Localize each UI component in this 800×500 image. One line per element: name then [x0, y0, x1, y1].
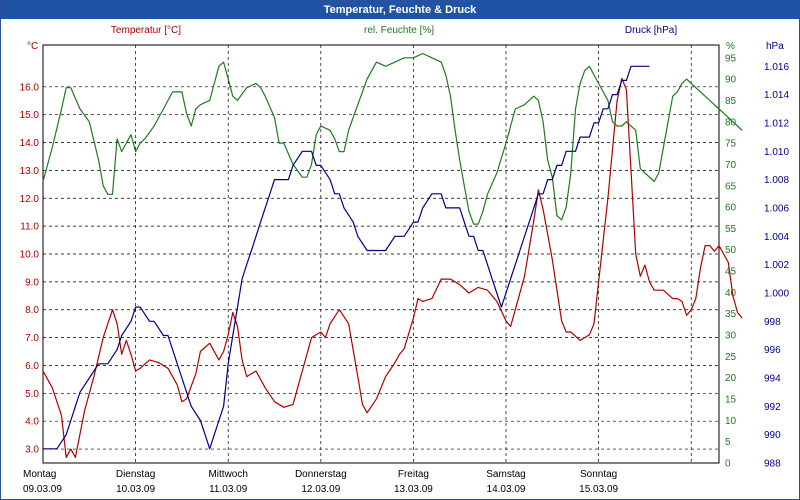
tick-label-pressure: 1.002 [764, 260, 789, 271]
tick-label-humidity: 80 [725, 117, 737, 128]
series-line-humidity [42, 52, 743, 225]
tick-label-humidity: 10 [725, 416, 737, 427]
tick-label-humidity: 35 [725, 309, 737, 320]
series-layer [42, 52, 743, 458]
tick-label-temperature: 4.0 [25, 417, 39, 428]
series-line-temperature [42, 77, 743, 458]
tick-label-humidity: 50 [725, 245, 737, 256]
x-label-date: 11.03.09 [209, 484, 248, 495]
tick-label-pressure: 1.014 [764, 90, 789, 101]
tick-label-humidity: 45 [725, 267, 737, 278]
x-label-date: 10.03.09 [116, 484, 155, 495]
tick-label-temperature: 6.0 [25, 361, 39, 372]
tick-label-humidity: 90 [725, 75, 737, 86]
tick-label-temperature: 9.0 [25, 277, 39, 288]
x-label-date: 12.03.09 [301, 484, 340, 495]
tick-label-humidity: 75 [725, 139, 737, 150]
tick-label-pressure: 1.008 [764, 175, 789, 186]
x-label-date: 14.03.09 [487, 484, 526, 495]
x-label-layer: Montag 09.03.09 Dienstag 10.03.09 Mittwoch 11… [23, 469, 619, 495]
tick-label-humidity: 30 [725, 331, 737, 342]
axis-unit-celsius: °C [27, 41, 38, 52]
tick-layer: 3.0 4.0 5.0 6.0 7.0 8.0 9.0 10.0 11.0 12.0 13.0 14.… [20, 53, 790, 469]
x-label-day: Donnerstag [295, 469, 347, 480]
series-line-pressure [43, 65, 650, 450]
tick-label-pressure: 1.006 [764, 203, 789, 214]
tick-label-pressure: 998 [764, 317, 781, 328]
tick-label-temperature: 8.0 [25, 305, 39, 316]
tick-label-pressure: 994 [764, 373, 781, 384]
tick-label-pressure: 996 [764, 345, 781, 356]
tick-label-temperature: 13.0 [20, 166, 40, 177]
x-label-day: Freitag [398, 469, 429, 480]
tick-label-temperature: 14.0 [20, 138, 40, 149]
grid-layer [42, 44, 720, 464]
legend-humidity: rel. Feuchte [%] [364, 25, 434, 36]
tick-label-humidity: 60 [725, 203, 737, 214]
tick-label-pressure: 988 [764, 459, 781, 470]
x-label-date: 15.03.09 [579, 484, 618, 495]
tick-label-humidity: 85 [725, 96, 737, 107]
tick-label-temperature: 7.0 [25, 333, 39, 344]
tick-label-pressure: 1.004 [764, 232, 789, 243]
tick-label-temperature: 16.0 [20, 82, 40, 93]
legend-temperature: Temperatur [°C] [111, 25, 181, 36]
tick-label-pressure: 992 [764, 402, 781, 413]
x-label-day: Mittwoch [208, 469, 247, 480]
axis-unit-hpa: hPa [766, 41, 784, 52]
tick-label-humidity: 55 [725, 224, 737, 235]
legend-pressure: Druck [hPa] [625, 25, 677, 36]
tick-label-temperature: 10.0 [20, 250, 40, 261]
tick-label-humidity: 5 [725, 437, 731, 448]
tick-label-temperature: 5.0 [25, 389, 39, 400]
tick-label-temperature: 12.0 [20, 194, 40, 205]
axis-unit-percent: % [726, 41, 735, 52]
tick-label-humidity: 15 [725, 395, 737, 406]
x-label-date: 09.03.09 [23, 484, 62, 495]
x-label-day: Dienstag [116, 469, 155, 480]
tick-label-humidity: 40 [725, 288, 737, 299]
x-label-day: Sonntag [580, 469, 617, 480]
x-label-date: 13.03.09 [394, 484, 433, 495]
tick-label-humidity: 70 [725, 160, 737, 171]
tick-label-temperature: 11.0 [20, 222, 39, 233]
tick-label-pressure: 1.016 [764, 62, 789, 73]
tick-label-humidity: 20 [725, 373, 737, 384]
tick-label-pressure: 990 [764, 430, 781, 441]
tick-label-humidity: 95 [725, 53, 737, 64]
tick-label-humidity: 65 [725, 181, 737, 192]
x-label-day: Samstag [486, 469, 525, 480]
tick-label-humidity: 25 [725, 352, 737, 363]
tick-label-humidity: 0 [725, 459, 731, 470]
x-label-day: Montag [23, 469, 56, 480]
chart-canvas: Temperatur [°C] rel. Feuchte [%] Druck [… [20, 25, 790, 495]
tick-label-pressure: 1.012 [764, 118, 789, 129]
window-title: Temperatur, Feuchte & Druck [1, 1, 799, 19]
tick-label-pressure: 1.010 [764, 147, 789, 158]
tick-label-pressure: 1.000 [764, 288, 789, 299]
tick-label-temperature: 15.0 [20, 110, 40, 121]
tick-label-temperature: 3.0 [25, 445, 39, 456]
